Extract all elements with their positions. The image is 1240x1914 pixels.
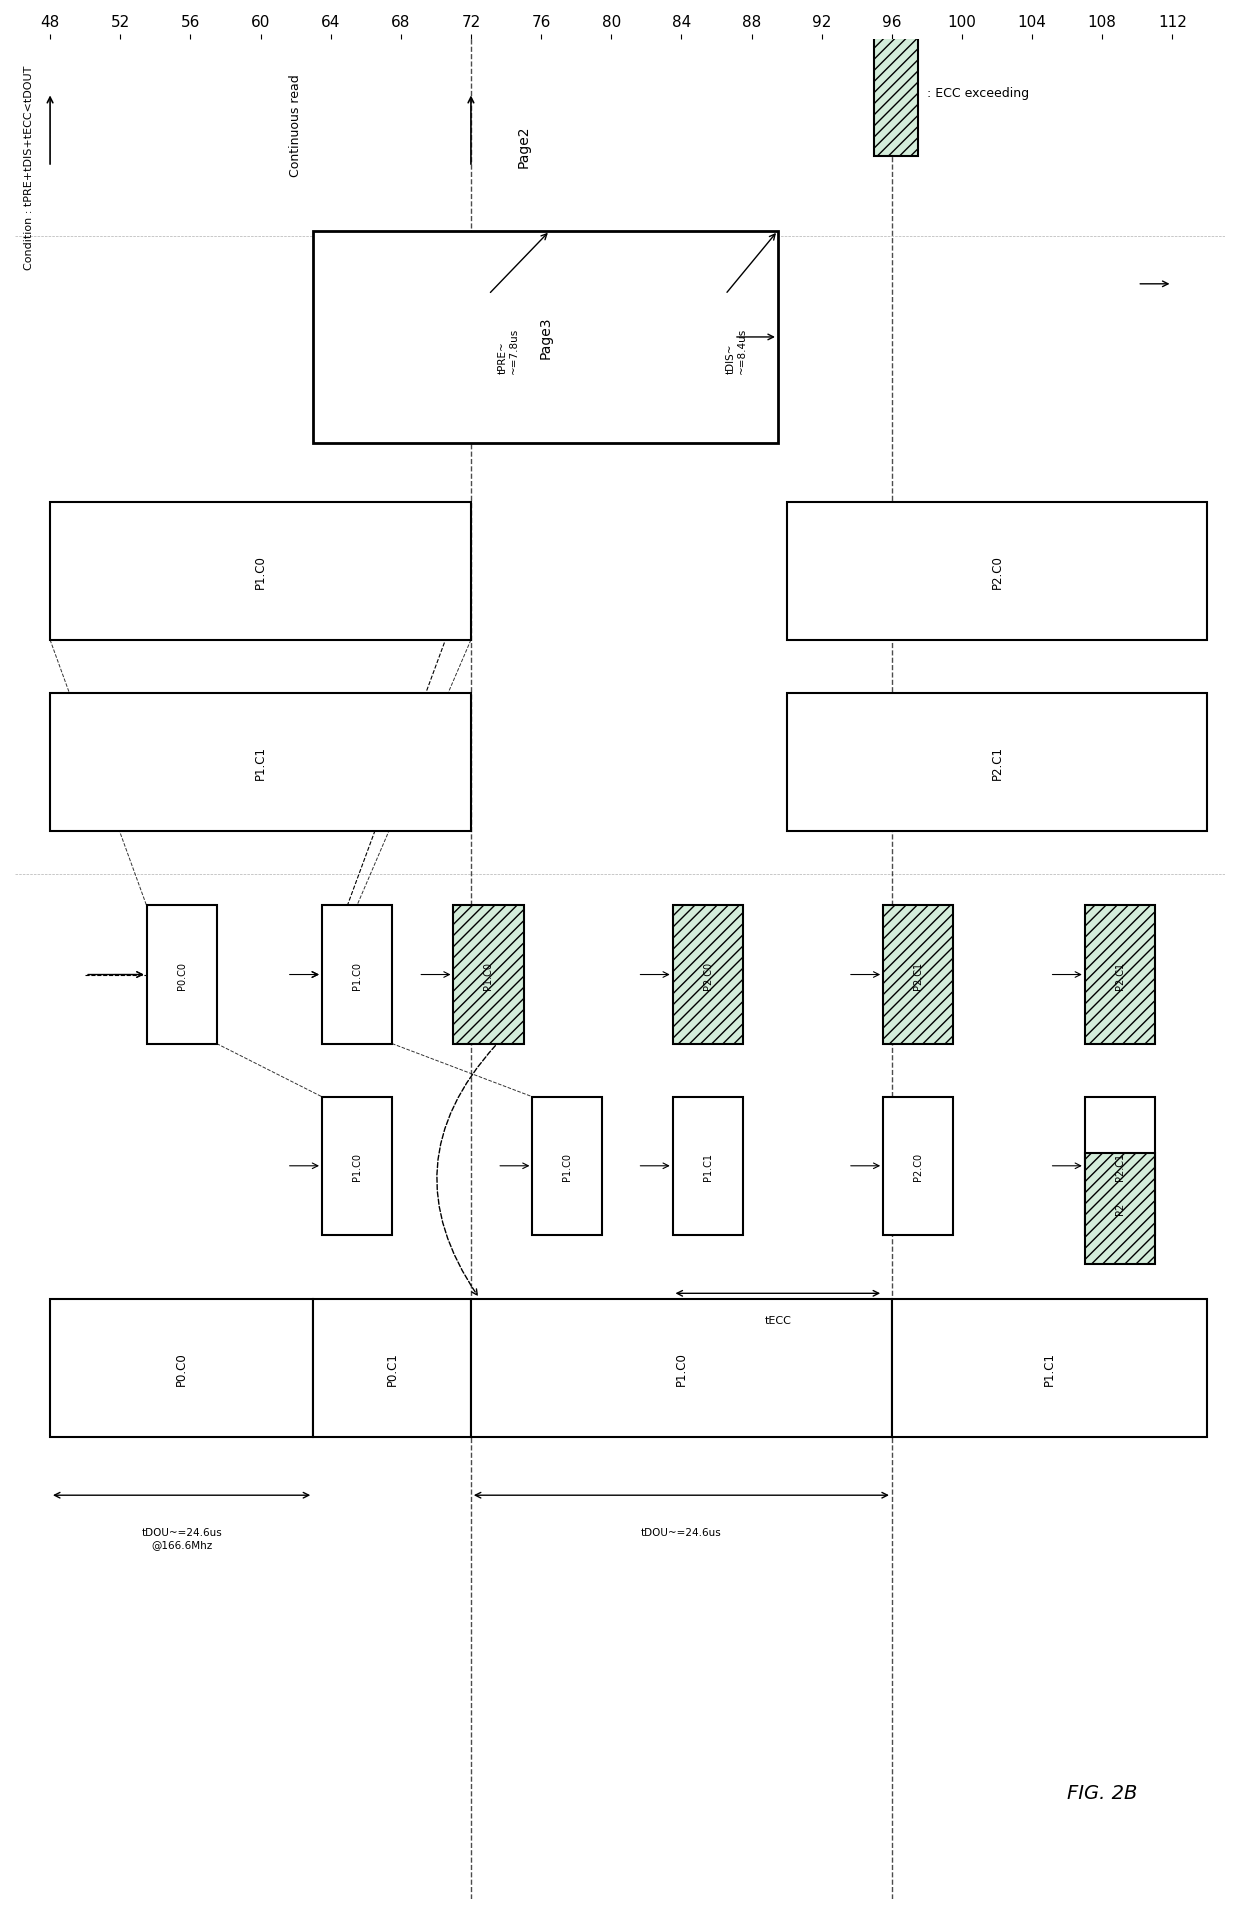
Bar (454, 905, 523, 1043)
Text: Page2: Page2 (517, 124, 531, 168)
Text: P2.C0: P2.C0 (991, 555, 1003, 588)
Text: tDOU~=24.6us: tDOU~=24.6us (641, 1527, 722, 1537)
Text: P2.C1: P2.C1 (1115, 961, 1125, 990)
Bar (314, 1300, 471, 1437)
Text: P2.C0: P2.C0 (913, 1152, 923, 1181)
Text: Page3: Page3 (538, 316, 553, 360)
Bar (672, 1097, 743, 1235)
Bar (892, 1300, 1208, 1437)
Bar (672, 905, 743, 1043)
Text: P2.C1: P2.C1 (991, 746, 1003, 779)
Text: tDOU~=24.6us
@166.6Mhz: tDOU~=24.6us @166.6Mhz (141, 1527, 222, 1548)
Text: P1.C0: P1.C0 (254, 555, 267, 588)
Text: P0.C0: P0.C0 (176, 961, 186, 990)
Bar (146, 905, 217, 1043)
Bar (50, 1300, 314, 1437)
Text: P1.C0: P1.C0 (352, 961, 362, 990)
Bar (471, 1300, 892, 1437)
Text: tPRE~
~=7.8us: tPRE~ ~=7.8us (497, 327, 518, 373)
Text: P1.C1: P1.C1 (703, 1152, 713, 1181)
Text: P1.C0: P1.C0 (675, 1351, 688, 1386)
Bar (50, 693, 471, 833)
Text: P1.C0: P1.C0 (563, 1152, 573, 1181)
Text: tDIS~
~=8.4us: tDIS~ ~=8.4us (725, 327, 746, 373)
Text: P2.C0: P2.C0 (703, 961, 713, 990)
Bar (1085, 1154, 1154, 1263)
Bar (322, 905, 392, 1043)
Bar (532, 1097, 603, 1235)
Text: tECC: tECC (764, 1315, 791, 1324)
Text: P1.C0: P1.C0 (352, 1152, 362, 1181)
Text: P0.C1: P0.C1 (386, 1351, 398, 1386)
Bar (883, 1097, 954, 1235)
Text: P0.C0: P0.C0 (175, 1351, 188, 1386)
Text: P1.C1: P1.C1 (254, 746, 267, 779)
Text: P1.C0: P1.C0 (484, 961, 494, 990)
Bar (1085, 1097, 1154, 1235)
Text: FIG. 2B: FIG. 2B (1068, 1784, 1137, 1803)
Bar (883, 905, 954, 1043)
Text: Continuous read: Continuous read (289, 75, 303, 176)
Bar (314, 232, 777, 444)
Text: P2.C1: P2.C1 (1115, 1152, 1125, 1181)
Text: P1.C1: P1.C1 (1043, 1351, 1056, 1386)
Bar (786, 693, 1208, 833)
Text: P2: P2 (1115, 1202, 1125, 1215)
Bar (874, 31, 918, 157)
Bar (1085, 905, 1154, 1043)
Text: P2.C1: P2.C1 (913, 961, 923, 990)
Text: Condition : tPRE+tDIS+tECC<tDOUT: Condition : tPRE+tDIS+tECC<tDOUT (24, 65, 33, 270)
Text: : ECC exceeding: : ECC exceeding (926, 86, 1029, 100)
Bar (786, 501, 1208, 641)
Bar (322, 1097, 392, 1235)
Bar (50, 501, 471, 641)
